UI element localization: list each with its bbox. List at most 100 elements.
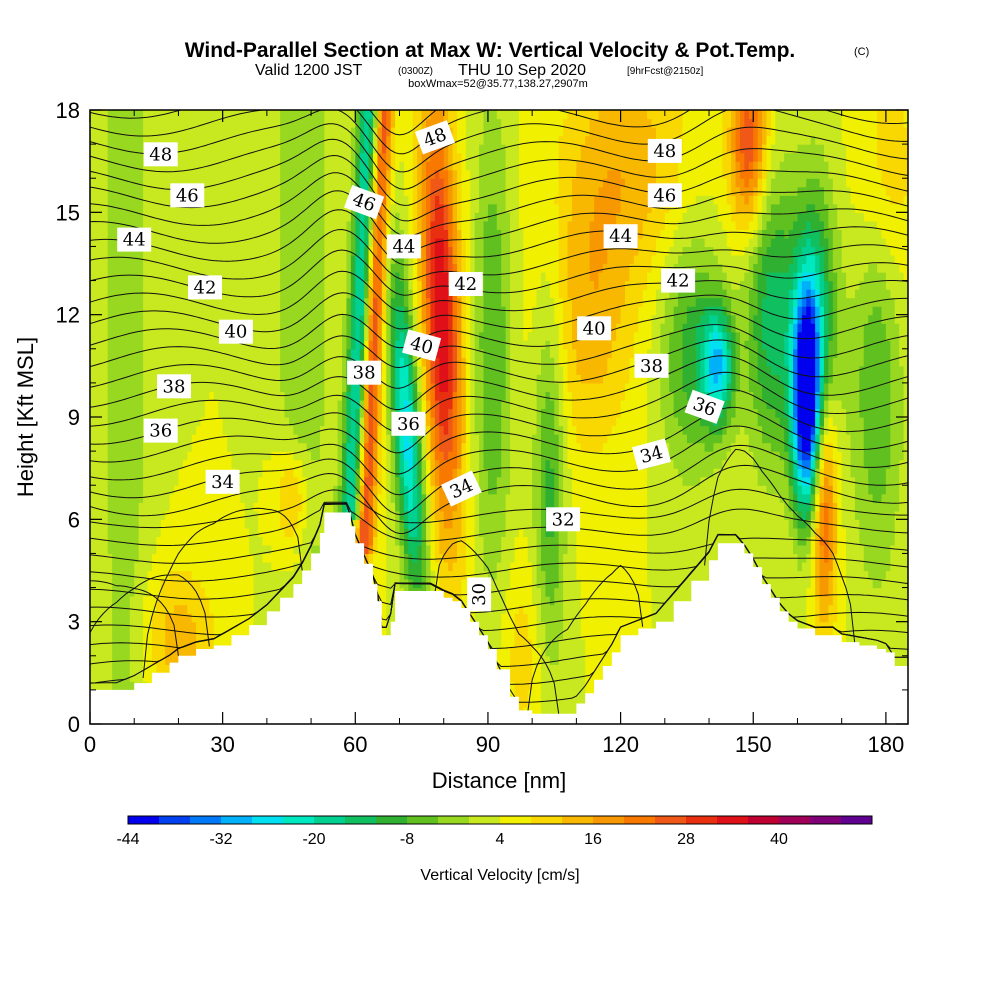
velocity-cell [284,178,290,188]
velocity-cell [138,544,144,555]
velocity-cell [90,596,96,606]
velocity-cell [258,110,264,120]
velocity-cell [103,485,109,495]
velocity-cell [209,178,215,188]
velocity-cell [112,391,118,401]
velocity-cell [333,306,339,316]
velocity-cell [103,110,109,120]
velocity-cell [94,323,100,333]
velocity-cell [368,476,374,486]
velocity-cell [103,229,109,239]
velocity-cell [94,382,100,393]
velocity-cell [160,186,166,196]
velocity-cell [235,613,241,623]
velocity-cell [231,246,237,256]
velocity-cell [160,263,166,273]
velocity-cell [262,510,268,520]
velocity-cell [288,203,294,213]
velocity-cell [231,442,237,452]
velocity-cell [253,544,259,555]
velocity-cell [359,348,365,358]
velocity-cell [231,561,237,572]
velocity-cell [218,374,224,384]
velocity-cell [372,263,378,273]
velocity-cell [196,391,202,401]
velocity-cell [227,169,233,179]
velocity-cell [165,579,171,589]
velocity-cell [377,434,383,444]
velocity-cell [116,365,122,375]
velocity-cell [103,459,109,469]
velocity-cell [151,186,157,196]
velocity-cell [222,118,228,128]
velocity-cell [209,459,215,469]
velocity-cell [244,110,250,120]
velocity-cell [204,340,210,350]
velocity-cell [266,476,272,486]
velocity-cell [147,314,153,324]
velocity-cell [178,340,184,350]
velocity-cell [342,451,348,461]
velocity-cell [94,178,100,188]
velocity-cell [160,348,166,358]
velocity-cell [94,306,100,316]
velocity-cell [244,195,250,205]
subtitle-prefix: Valid 1200 JST [255,62,363,79]
velocity-cell [151,536,157,546]
velocity-cell [191,212,197,222]
velocity-cell [204,561,210,572]
velocity-cell [156,331,162,341]
velocity-cell [129,212,135,222]
velocity-cell [165,178,171,188]
velocity-cell [191,357,197,367]
velocity-cell [319,127,325,137]
velocity-cell [196,630,202,640]
velocity-cell [368,297,374,307]
velocity-cell [182,152,188,162]
velocity-cell [235,570,241,580]
velocity-cell [103,306,109,316]
velocity-cell [138,382,144,393]
velocity-cell [204,229,210,239]
velocity-cell [377,553,383,563]
velocity-cell [227,280,233,290]
velocity-cell [293,263,299,273]
velocity-cell [231,186,237,196]
velocity-cell [147,135,153,145]
velocity-cell [249,118,255,128]
velocity-cell [350,263,356,273]
velocity-cell [103,169,109,179]
velocity-cell [160,237,166,248]
velocity-cell [319,434,325,444]
velocity-cell [337,237,343,248]
velocity-cell [209,399,215,410]
velocity-cell [324,127,330,137]
velocity-cell [196,365,202,375]
velocity-cell [271,399,277,410]
velocity-cell [227,314,233,324]
velocity-cell [165,399,171,410]
velocity-cell [222,425,228,435]
velocity-cell [302,263,308,273]
velocity-cell [90,365,96,375]
velocity-cell [244,357,250,367]
velocity-cell [284,493,290,503]
velocity-cell [253,391,259,401]
velocity-cell [143,468,149,478]
velocity-cell [280,186,286,196]
velocity-cell [151,596,157,606]
velocity-cell [218,161,224,171]
velocity-cell [169,399,175,410]
velocity-cell [98,391,104,401]
velocity-cell [103,203,109,213]
velocity-cell [112,544,118,555]
velocity-cell [231,357,237,367]
velocity-cell [311,169,317,179]
velocity-cell [116,442,122,452]
velocity-cell [359,331,365,341]
velocity-cell [182,476,188,486]
velocity-cell [227,212,233,222]
velocity-cell [120,553,126,563]
velocity-cell [284,246,290,256]
velocity-cell [143,596,149,606]
